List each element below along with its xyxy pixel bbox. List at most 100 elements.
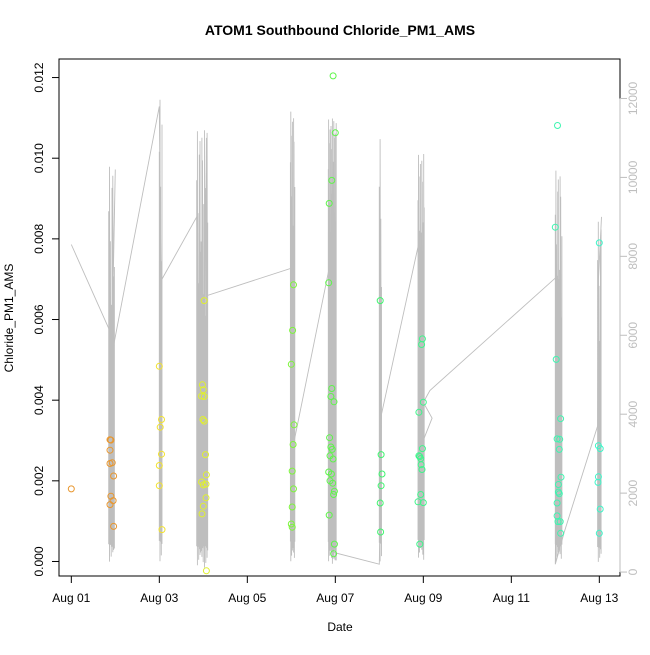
data-point	[556, 518, 564, 526]
data-point	[107, 492, 115, 500]
data-point	[290, 421, 298, 429]
y2-tick-label: 2000	[626, 479, 640, 506]
data-point	[155, 482, 163, 490]
data-point	[106, 446, 114, 454]
data-point	[200, 417, 208, 425]
y-tick-label: 0.010	[32, 143, 46, 173]
data-point	[200, 393, 208, 400]
data-point	[330, 487, 338, 495]
y-tick-label: 0.004	[32, 385, 46, 415]
data-point	[67, 485, 75, 493]
data-point	[326, 434, 334, 442]
data-point	[202, 567, 210, 575]
y2-tick-label: 8000	[626, 243, 640, 270]
data-point	[287, 360, 295, 368]
data-point	[330, 398, 338, 406]
data-point	[551, 223, 559, 231]
data-point	[288, 523, 296, 531]
data-point	[158, 450, 165, 458]
data-point	[202, 471, 210, 479]
data-point	[417, 491, 425, 498]
data-point	[555, 490, 563, 498]
y-axis-label: Chloride_PM1_AMS	[2, 264, 16, 373]
chart-title: ATOM1 Southbound Chloride_PM1_AMS	[205, 22, 475, 38]
x-tick-label: Aug 05	[228, 591, 266, 605]
data-point	[595, 529, 603, 537]
data-point	[110, 472, 118, 480]
data-point	[202, 451, 209, 459]
data-point	[202, 494, 210, 502]
data-point	[376, 499, 384, 507]
data-point	[553, 435, 561, 443]
y2-tick-label: 0	[626, 568, 640, 575]
data-point	[557, 473, 565, 481]
data-point	[553, 499, 561, 507]
data-point	[290, 485, 297, 493]
data-point	[287, 520, 295, 528]
x-tick-label: Aug 11	[493, 591, 530, 605]
data-point	[557, 529, 565, 537]
data-point	[417, 461, 425, 469]
line-spike-cluster	[196, 130, 209, 568]
y-tick-label: 0.000	[32, 546, 46, 576]
data-point	[158, 526, 166, 534]
data-point	[155, 462, 163, 469]
data-point	[377, 482, 385, 490]
data-point	[596, 505, 604, 513]
data-point	[289, 326, 297, 334]
data-point	[555, 445, 563, 453]
data-point	[329, 72, 337, 80]
y2-tick-label: 10000	[626, 160, 640, 194]
data-point	[416, 540, 424, 548]
line-spike-cluster	[108, 166, 115, 562]
data-point	[198, 392, 206, 400]
data-point	[418, 445, 426, 453]
data-point	[328, 445, 336, 453]
data-point	[327, 393, 335, 400]
data-point	[419, 499, 427, 507]
data-point	[414, 498, 422, 506]
data-point	[198, 381, 206, 389]
points-layer	[67, 72, 604, 575]
y-tick-label: 0.012	[32, 62, 46, 92]
data-point	[378, 470, 386, 478]
data-point	[419, 398, 427, 406]
data-point	[554, 122, 561, 129]
y-tick-label: 0.008	[32, 224, 46, 254]
x-tick-label: Aug 07	[316, 591, 354, 605]
data-point	[377, 451, 385, 459]
data-point	[327, 470, 335, 478]
data-point	[155, 362, 163, 370]
data-point	[329, 455, 337, 463]
data-point	[288, 503, 296, 511]
data-point	[325, 279, 333, 287]
data-point	[290, 281, 297, 289]
x-tick-label: Aug 03	[140, 591, 178, 605]
data-point	[330, 491, 338, 498]
data-point	[595, 239, 603, 247]
data-point	[329, 479, 337, 487]
y2-tick-label: 4000	[626, 401, 640, 428]
line-path	[70, 106, 602, 565]
line-spike-cluster	[554, 170, 563, 562]
data-point	[415, 408, 423, 416]
data-point	[199, 386, 207, 394]
data-point	[594, 478, 602, 486]
x-tick-label: Aug 09	[404, 591, 442, 605]
data-point	[200, 297, 208, 305]
data-point	[202, 480, 210, 488]
line-spike-cluster	[158, 99, 163, 562]
data-point	[288, 467, 296, 475]
data-point	[556, 435, 564, 443]
data-point	[596, 445, 604, 453]
secondary-line-layer	[70, 99, 602, 568]
data-point	[106, 501, 114, 509]
data-point	[325, 199, 333, 207]
x-tick-label: Aug 13	[580, 591, 618, 605]
data-point	[331, 129, 339, 137]
y-tick-label: 0.002	[32, 465, 46, 495]
data-point	[325, 511, 333, 519]
data-point	[107, 436, 115, 444]
